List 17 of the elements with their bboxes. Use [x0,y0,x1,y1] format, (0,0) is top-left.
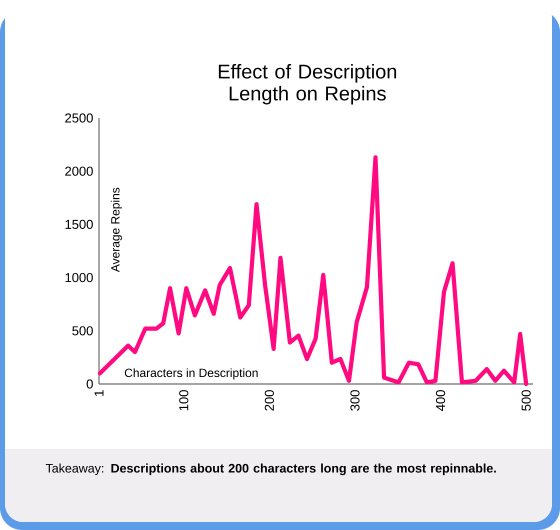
y-tick-label: 0 [86,379,93,389]
text: Takeaway: Descriptions about 200 characters long are the most repinnable. [46,463,496,476]
y-tick-label: 2000 [65,166,93,176]
y-tick-label: 1500 [66,220,93,229]
x-axis-title: Characters in Description [124,368,258,380]
y-tick-label: 1000 [66,272,93,282]
line-series [98,155,528,386]
x-tick-label: 300 [350,390,360,411]
x-tick-label: 200 [264,390,274,411]
x-tick-label: 500 [522,390,531,411]
x-tick-label: 1 [94,390,104,396]
y-axis-title: Average Repins [110,188,122,272]
x-tick-label: 100 [179,390,188,410]
y-tick-label: 500 [72,326,93,336]
y-tick-label: 2500 [65,113,93,123]
chart-title: Effect of Description Length on Repins [218,64,396,104]
x-tick-label: 400 [436,390,446,411]
